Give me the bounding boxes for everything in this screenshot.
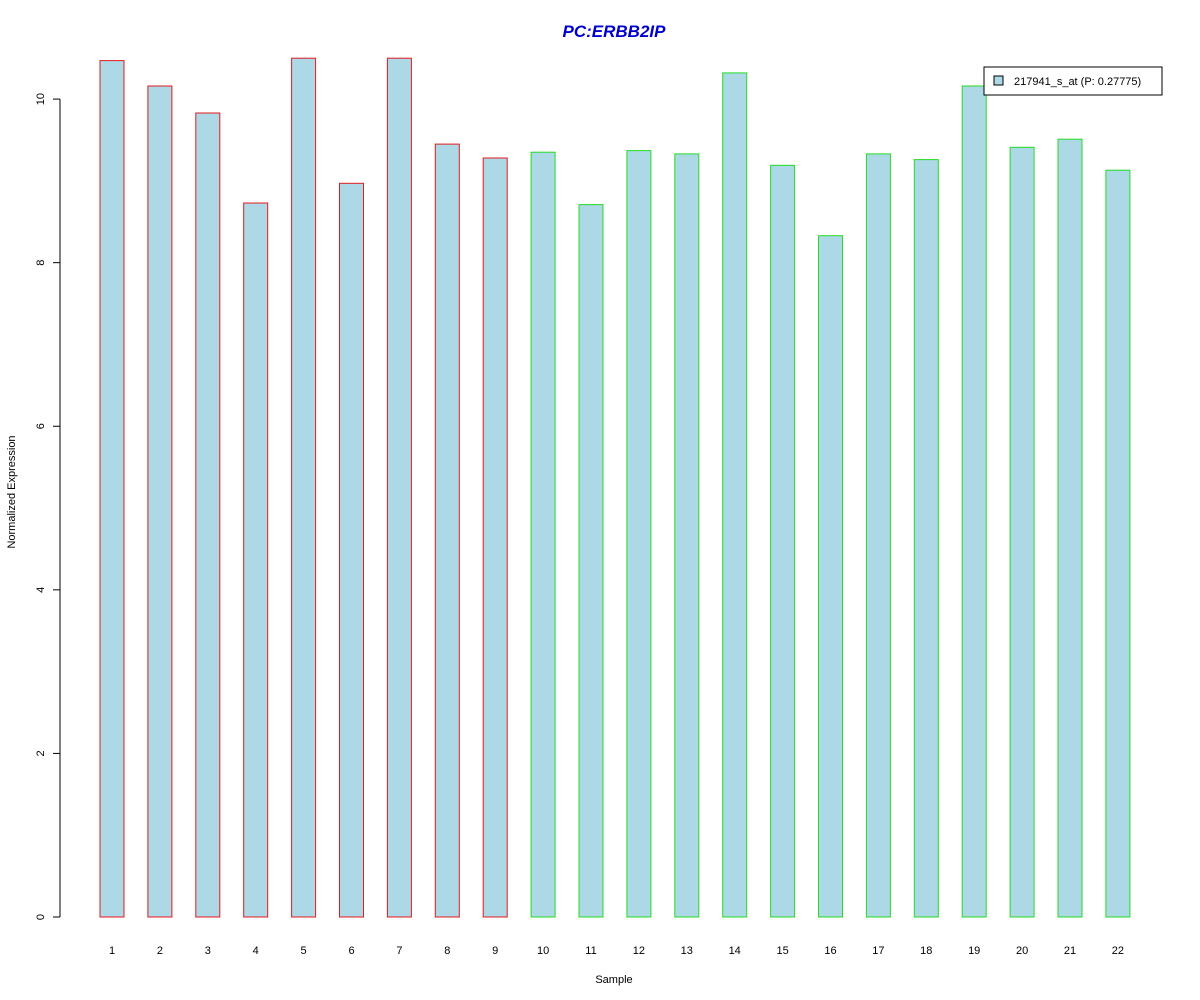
bar-sample-8 (434, 143, 460, 918)
x-tick-label: 7 (396, 945, 402, 957)
bar-sample-1 (99, 60, 125, 918)
bar-sample-9 (482, 157, 508, 918)
bar-sample-4 (243, 202, 269, 918)
bar-sample-3 (195, 112, 221, 918)
bar-sample-17 (865, 153, 891, 918)
bar-sample-16 (818, 235, 843, 918)
chart-title: PC:ERBB2IP (563, 22, 667, 41)
bar-sample-7 (386, 57, 412, 918)
x-tick-label: 12 (633, 945, 645, 957)
y-tick-label: 2 (35, 750, 47, 756)
x-tick-label: 4 (253, 945, 259, 957)
bar-sample-13 (674, 153, 700, 918)
y-tick-label: 10 (35, 93, 47, 105)
x-tick-label: 1 (109, 945, 115, 957)
legend-swatch (993, 75, 1004, 86)
bar-sample-14 (722, 72, 748, 918)
x-tick-label: 22 (1112, 945, 1124, 957)
x-tick-label: 21 (1064, 945, 1076, 957)
legend-label: 217941_s_at (P: 0.27775) (1014, 76, 1141, 88)
y-tick-label: 4 (35, 587, 47, 593)
bar-sample-10 (530, 151, 556, 918)
x-tick-label: 11 (585, 945, 596, 957)
bar-sample-21 (1057, 138, 1083, 918)
bar-sample-15 (770, 164, 796, 918)
bar-sample-18 (913, 159, 939, 918)
y-tick-label: 8 (35, 260, 47, 266)
y-tick-label: 0 (35, 914, 47, 920)
y-axis-title: Normalized Expression (6, 435, 18, 548)
x-tick-label: 9 (492, 945, 498, 957)
x-tick-label: 18 (920, 945, 932, 957)
bar-sample-11 (578, 204, 604, 918)
y-tick-label: 6 (35, 423, 47, 429)
x-tick-label: 16 (824, 945, 836, 957)
bar-sample-6 (339, 182, 364, 918)
bar-sample-2 (147, 85, 173, 918)
x-tick-label: 5 (301, 945, 307, 957)
x-tick-label: 15 (776, 945, 788, 957)
x-tick-label: 2 (157, 945, 163, 957)
bar-sample-20 (1009, 146, 1035, 918)
x-tick-label: 6 (348, 945, 354, 957)
x-tick-label: 3 (205, 945, 211, 957)
legend-box (983, 66, 1163, 96)
y-axis: 0 2 4 6 8 10 (35, 93, 61, 920)
x-tick-label: 17 (872, 945, 884, 957)
bar-sample-22 (1105, 169, 1131, 918)
x-tick-labels: 1 2 3 4 5 6 7 8 9 10 11 12 13 14 15 16 17 18 19 20 21 22 (109, 945, 1124, 957)
bars-group (99, 57, 1131, 918)
x-tick-label: 20 (1016, 945, 1028, 957)
x-tick-label: 19 (968, 945, 980, 957)
legend: 217941_s_at (P: 0.27775) (983, 66, 1163, 96)
bar-sample-19 (961, 85, 987, 918)
bar-sample-12 (626, 150, 652, 918)
x-tick-label: 8 (444, 945, 450, 957)
x-tick-label: 13 (681, 945, 693, 957)
x-tick-label: 10 (537, 945, 549, 957)
bar-sample-5 (291, 57, 317, 918)
x-axis-title: Sample (595, 974, 632, 986)
x-tick-label: 14 (729, 945, 741, 957)
